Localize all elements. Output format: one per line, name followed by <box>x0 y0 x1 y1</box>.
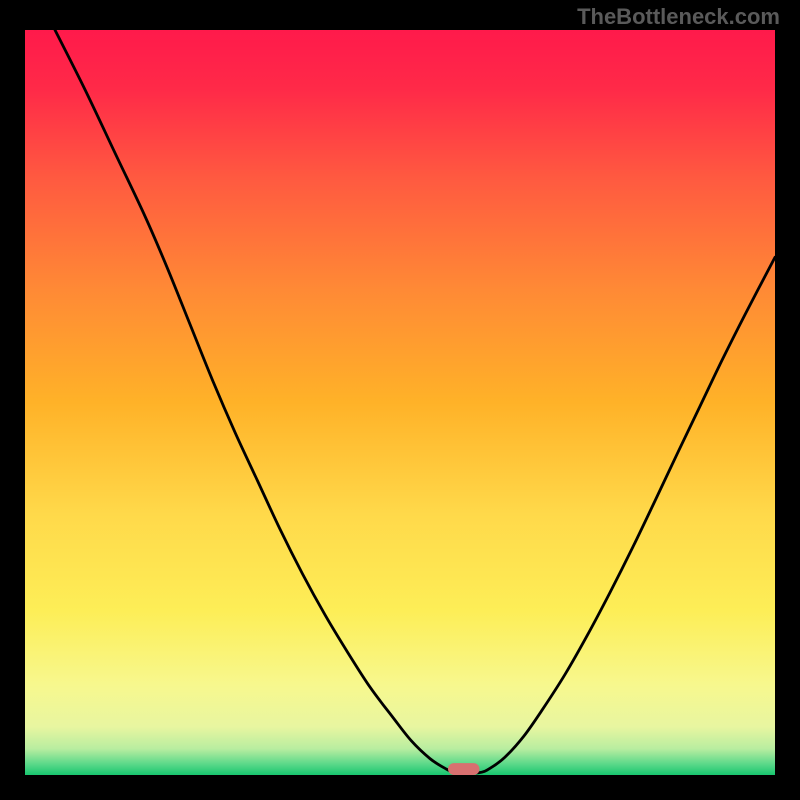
watermark-text: TheBottleneck.com <box>577 4 780 30</box>
bottleneck-chart <box>0 0 800 800</box>
plot-gradient-background <box>25 30 775 775</box>
optimal-point-marker <box>448 763 480 775</box>
